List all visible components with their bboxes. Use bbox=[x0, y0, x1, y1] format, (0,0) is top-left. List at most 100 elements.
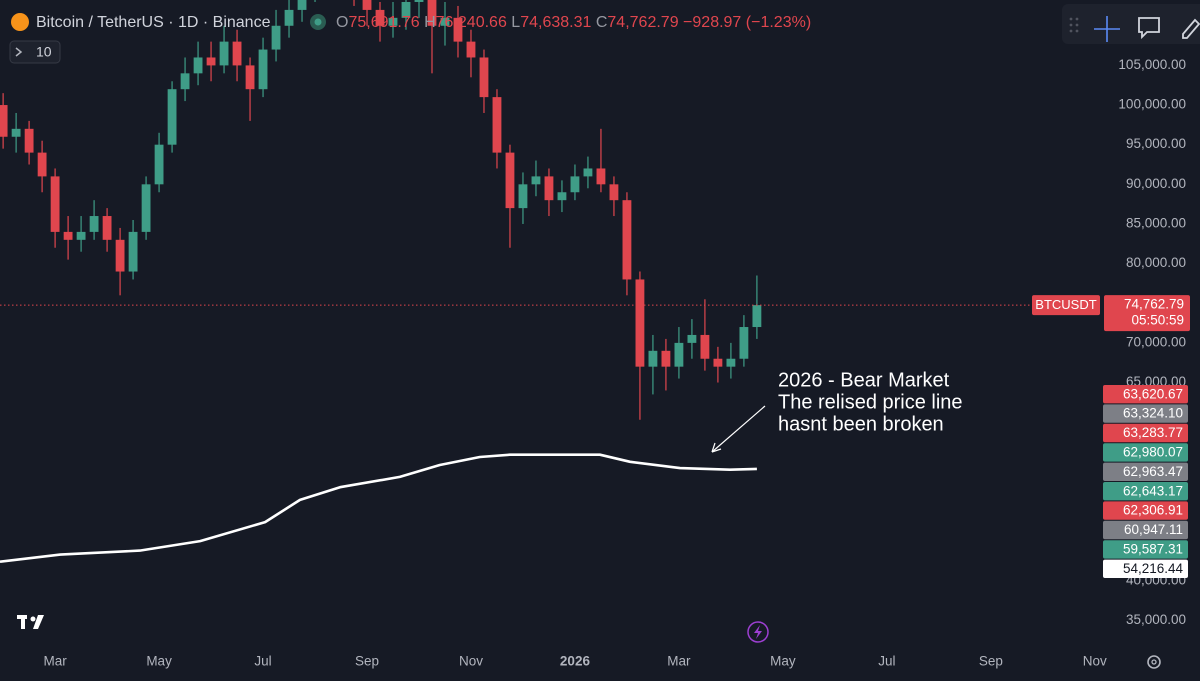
candle-body bbox=[557, 192, 567, 201]
candle-body bbox=[401, 1, 411, 18]
ohlc-value: 76,240.66 bbox=[436, 14, 507, 31]
candle-body bbox=[362, 0, 372, 10]
badge-text: 10 bbox=[36, 44, 52, 60]
candle-body bbox=[687, 334, 697, 343]
axes: 105,000.00 100,000.00 95,000.00 90,000.00 85… bbox=[43, 57, 1190, 669]
candle-body bbox=[206, 57, 216, 66]
x-tick-label: Mar bbox=[667, 654, 691, 669]
price-tag-text: 63,324.10 bbox=[1123, 406, 1183, 421]
candle-body bbox=[258, 49, 268, 90]
candle-body bbox=[11, 128, 21, 137]
price-tag-text: 62,980.07 bbox=[1123, 444, 1183, 459]
price-tag-text: 62,963.47 bbox=[1123, 464, 1183, 479]
candle-body bbox=[297, 0, 307, 10]
candle-body bbox=[739, 327, 749, 359]
price-tag-text: 62,643.17 bbox=[1123, 483, 1183, 498]
candle-body bbox=[466, 41, 476, 58]
coin-icon bbox=[11, 13, 29, 31]
annotation-arrow bbox=[711, 405, 766, 453]
price-tag-text: 63,283.77 bbox=[1123, 425, 1183, 440]
candle-body bbox=[102, 216, 112, 240]
candle-body bbox=[674, 342, 684, 367]
candle-body bbox=[427, 0, 437, 26]
candle-body bbox=[596, 168, 606, 185]
chevron bbox=[15, 47, 23, 57]
candle-body bbox=[492, 97, 502, 153]
lightning-icon bbox=[754, 625, 762, 639]
ohlc-value: 75,691.76 bbox=[348, 14, 419, 31]
x-tick-label: Sep bbox=[979, 654, 1003, 669]
arrow-head bbox=[711, 442, 722, 453]
candle-body bbox=[388, 17, 398, 26]
realised-price-line bbox=[0, 453, 757, 563]
indicator-badge[interactable] bbox=[9, 40, 61, 64]
crosshair-button[interactable] bbox=[1094, 16, 1120, 42]
candle-body bbox=[89, 216, 99, 232]
candle-body bbox=[375, 9, 385, 26]
candle-body bbox=[700, 334, 710, 359]
price-tag bbox=[1103, 423, 1188, 443]
candle-body bbox=[284, 9, 294, 26]
tv-logo bbox=[17, 615, 44, 629]
y-tick-label: 100,000.00 bbox=[1118, 97, 1186, 112]
symbol: Bitcoin / TetherUS · 1D · Binance bbox=[36, 14, 271, 31]
comment-button[interactable] bbox=[1138, 17, 1160, 40]
price-tag bbox=[1103, 540, 1188, 559]
y-tick-label: 80,000.00 bbox=[1126, 255, 1186, 270]
ohlc-value: 74,638.31 bbox=[520, 14, 591, 31]
price-tag-text: 63,620.67 bbox=[1123, 386, 1183, 401]
x-tick-label: Nov bbox=[1083, 654, 1107, 669]
plot-area bbox=[0, 0, 1100, 563]
annotation: hasnt been broken bbox=[778, 413, 944, 435]
candle-body bbox=[609, 184, 619, 201]
candle-body bbox=[219, 41, 229, 66]
x-tick-label: May bbox=[146, 654, 172, 669]
x-tick-label: Mar bbox=[43, 654, 67, 669]
settings-icon bbox=[1151, 659, 1157, 665]
candle-body bbox=[50, 176, 60, 232]
annotation: 2026 - Bear Market bbox=[778, 369, 950, 391]
last-price-tag bbox=[1104, 295, 1190, 332]
candle-body bbox=[24, 128, 34, 153]
symbol-tag bbox=[1032, 295, 1100, 316]
x-tick-label: May bbox=[770, 654, 796, 669]
lightning-button[interactable] bbox=[747, 621, 769, 643]
candle-body bbox=[193, 57, 203, 74]
legend: Bitcoin / TetherUS · 1D · Binance bbox=[36, 14, 271, 31]
ohlc-label: H bbox=[424, 14, 436, 31]
candle-body bbox=[271, 25, 281, 50]
candle-body bbox=[141, 184, 151, 232]
candle-body bbox=[583, 168, 593, 177]
candle-body bbox=[622, 200, 632, 280]
ohlc-label: L bbox=[511, 14, 520, 31]
candle-body bbox=[661, 350, 671, 367]
price-tag bbox=[1103, 501, 1188, 520]
candle-body bbox=[154, 144, 164, 185]
y-tick-label: 105,000.00 bbox=[1118, 57, 1186, 72]
y-tick-label: 95,000.00 bbox=[1126, 136, 1186, 151]
candle-body bbox=[128, 231, 138, 272]
drag-handle bbox=[1069, 17, 1079, 33]
price-tag-text: 62,306.91 bbox=[1123, 503, 1183, 518]
candle-body bbox=[115, 239, 125, 272]
y-tick-label: 85,000.00 bbox=[1126, 216, 1186, 231]
settings-button[interactable] bbox=[1147, 655, 1161, 669]
x-tick-label: Sep bbox=[355, 654, 379, 669]
y-tick-label: 70,000.00 bbox=[1126, 334, 1186, 349]
candle-body bbox=[726, 358, 736, 367]
candle-body bbox=[648, 350, 658, 367]
candle-body bbox=[63, 231, 73, 240]
y-tick-label: 35,000.00 bbox=[1126, 612, 1186, 627]
price-tag-text: 59,587.31 bbox=[1123, 541, 1183, 556]
x-tick-label: Nov bbox=[459, 654, 483, 669]
price-tag-text: 54,216.44 bbox=[1123, 561, 1184, 576]
price-tag bbox=[1103, 385, 1188, 404]
price-tag-text: 60,947.11 bbox=[1124, 522, 1183, 537]
candle-body bbox=[0, 105, 8, 137]
candle-body bbox=[713, 358, 723, 367]
x-tick-label: Jul bbox=[254, 654, 271, 669]
draw-button[interactable] bbox=[1182, 18, 1200, 39]
ohlc: O75,691.76 H76,240.66 L74,638.31 C74,762… bbox=[336, 14, 811, 31]
